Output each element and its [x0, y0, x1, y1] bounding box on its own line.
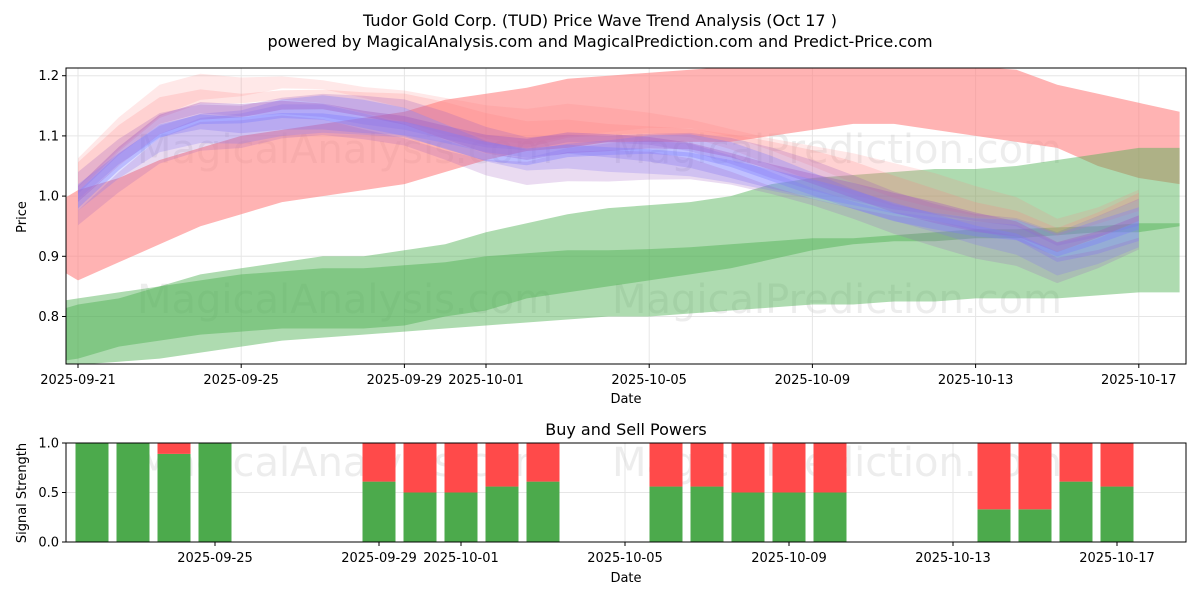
sell-bar-2	[157, 443, 191, 454]
sell-bar-6	[444, 443, 478, 493]
price-x-ticks: 2025-09-21 2025-09-25 2025-09-29 2025-10-01…	[40, 364, 1177, 388]
price-x-tick-label-7: 2025-10-17	[1101, 373, 1177, 388]
price-x-tick-label-5: 2025-10-09	[775, 373, 851, 388]
signal-y-ticks: 0.0 0.5 1.0	[38, 437, 66, 551]
buy-bar-16	[1059, 481, 1093, 542]
signal-x-tick-label-1: 2025-09-29	[341, 551, 417, 566]
signal-chart-title: Buy and Sell Powers	[545, 420, 707, 439]
sell-bar-11	[731, 443, 765, 493]
signal-x-ticks: 2025-09-25 2025-09-29 2025-10-01 2025-10-05…	[177, 542, 1155, 566]
buy-bar-15	[1018, 509, 1052, 542]
price-x-tick-label-4: 2025-10-05	[611, 373, 687, 388]
signal-x-tick-label-4: 2025-10-09	[751, 551, 827, 566]
price-y-tick-label-0: 0.8	[38, 310, 59, 325]
buy-bar-6	[444, 492, 478, 542]
consensus-band-0	[78, 73, 1139, 233]
consensus-band-4	[78, 104, 1139, 276]
sell-bar-13	[813, 443, 847, 493]
consensus-band-6	[78, 100, 1139, 253]
buy-bar-4	[362, 481, 396, 542]
price-axes-frame	[65, 67, 1187, 365]
consensus-band-1	[78, 89, 1139, 236]
signal-x-tick-label-3: 2025-10-05	[587, 551, 663, 566]
consensus-band-2	[78, 93, 1139, 246]
buy-bar-3	[198, 443, 232, 542]
watermark-analysis-bottom: MagicalAnalysis.com	[137, 277, 553, 323]
price-x-label: Date	[610, 392, 641, 407]
sell-bar-14	[977, 443, 1011, 510]
sell-bar-17	[1100, 443, 1134, 487]
signal-x-tick-label-0: 2025-09-25	[177, 551, 253, 566]
wave-band-0	[66, 68, 1180, 281]
sell-bar-5	[403, 443, 437, 493]
sell-bar-7	[485, 443, 519, 487]
buy-bar-14	[977, 509, 1011, 542]
price-x-tick-label-3: 2025-10-01	[448, 373, 524, 388]
signal-x-tick-label-6: 2025-10-17	[1079, 551, 1155, 566]
signal-x-tick-label-2: 2025-10-01	[423, 551, 499, 566]
price-y-tick-label-1: 0.9	[38, 250, 59, 265]
wave-band-2	[66, 223, 1180, 364]
buy-bar-1	[116, 443, 150, 542]
buy-bar-5	[403, 492, 437, 542]
buy-bar-9	[649, 486, 683, 542]
price-chart: MagicalAnalysis.com MagicalPrediction.co…	[15, 67, 1187, 407]
sell-bar-12	[772, 443, 806, 493]
consensus-band-3	[78, 95, 1139, 262]
signal-y-tick-label-1: 0.5	[38, 486, 59, 501]
buy-bar-13	[813, 492, 847, 542]
signal-x-label: Date	[610, 571, 641, 586]
buy-bar-7	[485, 486, 519, 542]
buy-bar-2	[157, 453, 191, 542]
price-y-tick-label-3: 1.1	[38, 129, 59, 144]
buy-bar-17	[1100, 486, 1134, 542]
signal-y-tick-label-0: 0.0	[38, 536, 59, 551]
price-y-tick-label-4: 1.2	[38, 69, 59, 84]
price-x-tick-label-6: 2025-10-13	[938, 373, 1014, 388]
sell-bar-16	[1059, 443, 1093, 482]
watermark-prediction-bottom: MagicalPrediction.com	[612, 277, 1062, 323]
sell-bar-9	[649, 443, 683, 487]
consensus-band-5	[78, 115, 1139, 284]
price-bands	[66, 68, 1180, 364]
price-y-label: Price	[15, 201, 30, 233]
sell-bar-10	[690, 443, 724, 487]
buy-bar-0	[75, 443, 109, 542]
figure-subtitle: powered by MagicalAnalysis.com and Magic…	[267, 32, 932, 51]
figure-title: Tudor Gold Corp. (TUD) Price Wave Trend …	[362, 11, 837, 30]
price-x-tick-label-2: 2025-09-29	[367, 373, 443, 388]
buy-bar-11	[731, 492, 765, 542]
price-y-ticks: 0.8 0.9 1.0 1.1 1.2	[38, 69, 66, 325]
wave-band-1	[66, 147, 1180, 361]
consensus-band-7	[78, 113, 1139, 257]
buy-bar-10	[690, 486, 724, 542]
signal-bars	[75, 443, 1134, 542]
price-x-tick-label-1: 2025-09-25	[203, 373, 279, 388]
buy-bar-8	[526, 481, 560, 542]
price-x-tick-label-0: 2025-09-21	[40, 373, 116, 388]
buy-bar-12	[772, 492, 806, 542]
signal-y-tick-label-2: 1.0	[38, 437, 59, 452]
signal-x-tick-label-5: 2025-10-13	[915, 551, 991, 566]
signal-chart: Buy and Sell Powers MagicalAnalysis.com …	[15, 420, 1187, 586]
sell-bar-8	[526, 443, 560, 482]
sell-bar-15	[1018, 443, 1052, 510]
price-y-tick-label-2: 1.0	[38, 190, 59, 205]
sell-bar-4	[362, 443, 396, 482]
signal-y-label: Signal Strength	[15, 443, 30, 543]
signal-watermarks: MagicalAnalysis.com MagicalPrediction.co…	[137, 440, 1062, 486]
